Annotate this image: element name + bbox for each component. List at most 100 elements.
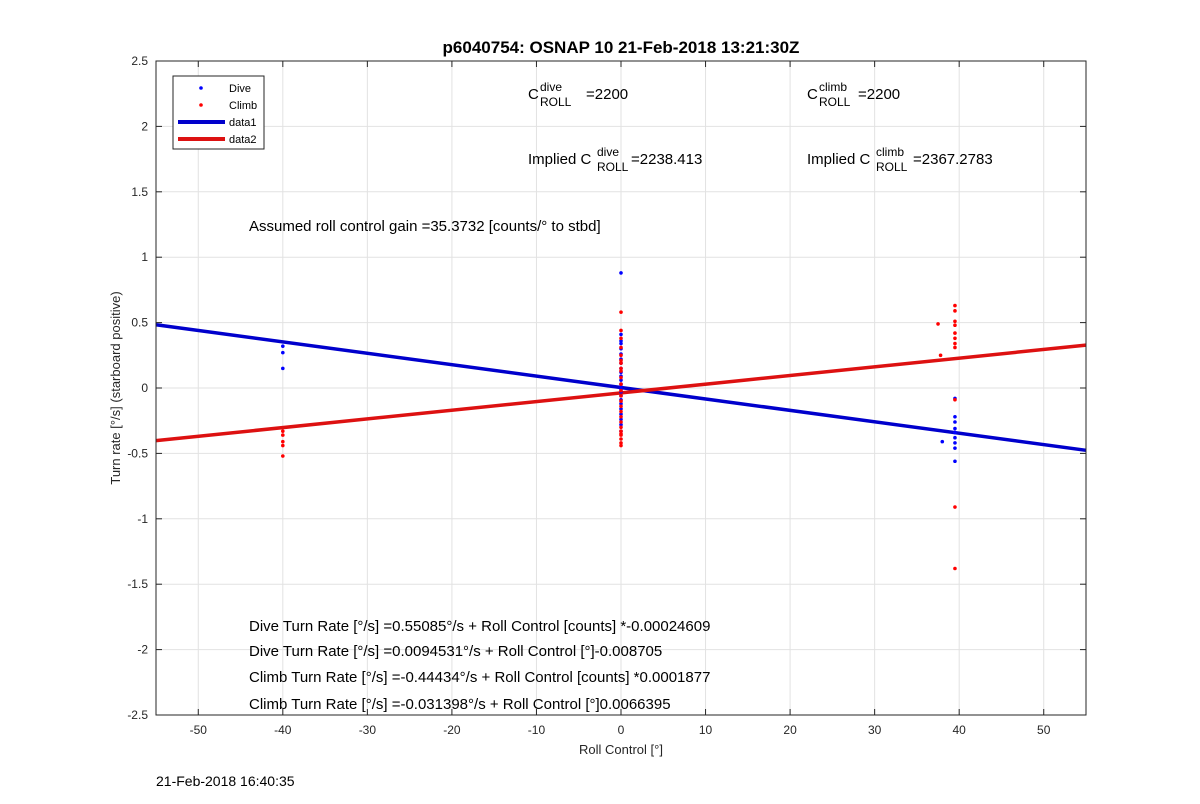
dive-point: [619, 271, 623, 275]
x-tick-label: 30: [868, 723, 882, 737]
dive-point: [281, 344, 285, 348]
y-axis-label: Turn rate [°/s] (starboard positive): [108, 291, 123, 484]
climb-point: [619, 437, 623, 441]
climb-point: [619, 358, 623, 363]
climb-point: [953, 345, 957, 350]
legend-data2-label: data2: [229, 134, 257, 146]
climb-point: [619, 404, 623, 409]
legend-climb-marker: [199, 103, 203, 107]
climb-point: [619, 336, 623, 341]
dive-point: [953, 435, 957, 440]
implied-c-roll-dive-annotation: Implied C dive ROLL =2238.413: [528, 145, 702, 174]
equation-dive-degrees: Dive Turn Rate [°/s] =0.0094531°/s + Rol…: [249, 643, 662, 660]
svg-text:=2200: =2200: [858, 86, 900, 103]
climb-point: [953, 505, 957, 509]
y-tick-label: 2.5: [131, 54, 148, 68]
climb-point: [619, 310, 623, 314]
climb-point: [953, 397, 957, 402]
climb-point: [281, 454, 285, 458]
climb-point: [953, 331, 957, 335]
climb-point: [619, 425, 623, 430]
climb-point: [938, 353, 943, 358]
climb-point: [619, 443, 623, 448]
y-tick-label: -1.5: [127, 577, 148, 591]
x-tick-label: 50: [1037, 723, 1051, 737]
legend-dive-marker: [199, 86, 203, 90]
y-tick-label: 0.5: [131, 316, 148, 330]
climb-point: [619, 361, 623, 365]
climb-point: [619, 328, 623, 333]
dive-point: [953, 414, 957, 419]
climb-point: [619, 353, 623, 358]
y-tick-label: 1: [141, 250, 148, 264]
climb-point: [619, 388, 623, 393]
climb-point: [619, 394, 623, 398]
plot-marks: [155, 271, 1087, 571]
x-tick-label: 20: [783, 723, 797, 737]
dive-point: [619, 341, 623, 346]
climb-point: [619, 409, 623, 414]
svg-text:Implied C: Implied C: [528, 151, 592, 168]
climb-point: [953, 341, 957, 346]
climb-point: [953, 336, 957, 341]
climb-point: [281, 443, 285, 448]
climb-point: [281, 429, 285, 433]
svg-text:dive: dive: [540, 80, 562, 94]
climb-point: [281, 433, 285, 437]
svg-text:=2367.2783: =2367.2783: [913, 151, 993, 168]
dive-point: [619, 412, 623, 416]
legend-dive-label: Dive: [229, 83, 251, 95]
climb-point: [619, 420, 623, 424]
footer-timestamp: 21-Feb-2018 16:40:35: [156, 773, 295, 789]
equation-climb-degrees: Climb Turn Rate [°/s] =-0.031398°/s + Ro…: [249, 696, 671, 713]
gain-annotation: Assumed roll control gain =35.3732 [coun…: [249, 218, 601, 235]
svg-text:Implied C: Implied C: [807, 151, 871, 168]
y-tick-label: -0.5: [127, 446, 148, 460]
legend-data1-label: data1: [229, 117, 257, 129]
svg-text:climb: climb: [819, 80, 847, 94]
dive-point: [619, 407, 623, 411]
svg-text:ROLL: ROLL: [597, 160, 629, 174]
svg-text:climb: climb: [876, 145, 904, 159]
climb-point: [619, 441, 623, 445]
axis-ticks: -50 -40 -30 -20 -10 0 10 20 30 40 50-2.5-2-1.5-1-0…: [127, 54, 1086, 737]
dive-point: [619, 339, 623, 343]
dive-point: [619, 332, 623, 337]
climb-point: [619, 399, 623, 403]
climb-point: [619, 345, 623, 350]
svg-text:=2200: =2200: [586, 86, 628, 103]
x-tick-label: -40: [274, 723, 292, 737]
legend-box: [172, 75, 265, 150]
dive-point: [619, 422, 623, 427]
legend-climb-label: Climb: [229, 100, 257, 112]
climb-point: [619, 375, 623, 380]
plot-frame: [155, 60, 1087, 716]
implied-c-roll-climb-annotation: Implied C climb ROLL =2367.2783: [807, 145, 993, 174]
y-tick-label: -1: [137, 512, 148, 526]
dive-point: [619, 401, 623, 406]
dive-point: [281, 366, 285, 371]
x-tick-label: -20: [443, 723, 461, 737]
dive-point: [940, 439, 945, 444]
svg-text:C: C: [528, 86, 539, 103]
climb-point: [953, 303, 957, 308]
x-tick-label: -30: [359, 723, 377, 737]
dive-point: [953, 426, 957, 431]
x-tick-label: 0: [618, 723, 625, 737]
equation-climb-counts: Climb Turn Rate [°/s] =-0.44434°/s + Rol…: [249, 669, 710, 686]
x-axis-label: Roll Control [°]: [579, 742, 663, 757]
climb-point: [936, 322, 940, 326]
c-roll-dive-annotation: C dive ROLL =2200: [528, 80, 628, 109]
svg-text:ROLL: ROLL: [540, 95, 572, 109]
svg-text:C: C: [807, 86, 818, 103]
x-tick-label: -10: [528, 723, 546, 737]
dive-point: [619, 384, 623, 389]
svg-text:dive: dive: [597, 145, 619, 159]
dive-point: [953, 446, 957, 450]
svg-text:ROLL: ROLL: [819, 95, 851, 109]
equation-dive-counts: Dive Turn Rate [°/s] =0.55085°/s + Roll …: [249, 618, 710, 635]
y-tick-label: -2: [137, 643, 148, 657]
x-tick-label: -50: [190, 723, 208, 737]
legend: Dive Climb data1 data2: [172, 75, 265, 150]
svg-text:=2238.413: =2238.413: [631, 151, 702, 168]
